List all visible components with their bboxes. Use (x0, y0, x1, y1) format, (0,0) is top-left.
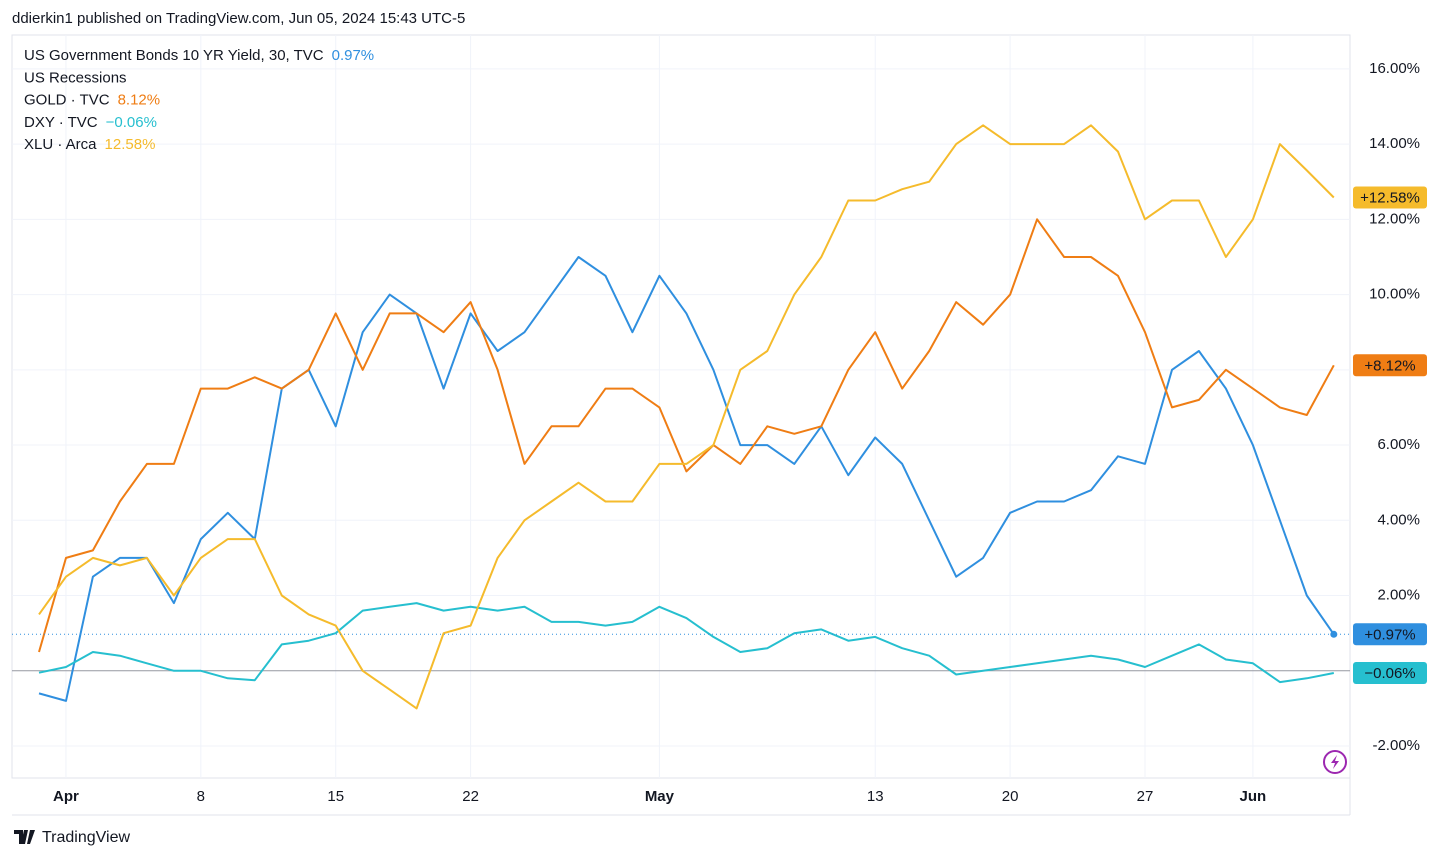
last-point (1330, 630, 1338, 638)
y-tick-label: 6.00% (1377, 436, 1420, 453)
series-line (38, 124, 1335, 710)
legend-value: 0.97% (332, 47, 375, 64)
legend: US Government Bonds 10 YR Yield, 30, TVC… (24, 47, 374, 153)
price-label: −0.06% (1364, 665, 1415, 682)
x-tick-label: Jun (1240, 788, 1267, 805)
tv-logo: TradingView (14, 829, 130, 846)
legend-name: US Government Bonds 10 YR Yield, 30, TVC (24, 47, 324, 64)
y-tick-label: -2.00% (1372, 737, 1420, 754)
x-tick-label: 27 (1137, 788, 1154, 805)
legend-entry: US Government Bonds 10 YR Yield, 30, TVC… (24, 47, 374, 64)
legend-entry: XLU · Arca 12.58% (24, 136, 155, 153)
grid (12, 35, 1350, 778)
price-label-bg (1353, 186, 1427, 209)
y-tick-label: 14.00% (1369, 135, 1420, 152)
y-tick-label: 12.00% (1369, 210, 1420, 227)
x-tick-label: 13 (867, 788, 884, 805)
legend-entry: US Recessions (24, 69, 127, 86)
legend-name: XLU · Arca (24, 136, 97, 153)
x-tick-label: 22 (462, 788, 479, 805)
series-line (38, 602, 1334, 684)
price-label-bg (1353, 623, 1427, 646)
legend-value: 8.12% (118, 92, 161, 109)
price-label: +0.97% (1364, 626, 1415, 643)
y-tick-label: 10.00% (1369, 286, 1420, 303)
price-label: +12.58% (1360, 189, 1420, 206)
y-tick-label: 2.00% (1377, 587, 1420, 604)
footer: TradingView (42, 829, 130, 846)
header: ddierkin1 published on TradingView.com, … (12, 10, 465, 27)
price-label-bg (1353, 662, 1427, 685)
legend-name: GOLD · TVC (24, 92, 110, 109)
price-label-bg (1353, 354, 1427, 377)
x-tick-label: Apr (53, 788, 79, 805)
legend-value: 12.58% (105, 136, 156, 153)
y-tick-label: 4.00% (1377, 511, 1420, 528)
legend-entry: DXY · TVC −0.06% (24, 114, 157, 131)
lightning-icon (1323, 750, 1347, 774)
x-tick-label: 20 (1002, 788, 1019, 805)
price-label: +8.12% (1364, 357, 1415, 374)
series-line (38, 256, 1335, 702)
x-tick-label: May (645, 788, 675, 805)
plot-frame (11, 34, 1351, 779)
series-line (38, 218, 1335, 653)
legend-value: −0.06% (106, 114, 157, 131)
x-tick-label: 15 (327, 788, 344, 805)
x-tick-label: 8 (197, 788, 205, 805)
legend-name: DXY · TVC (24, 114, 98, 131)
y-tick-label: 16.00% (1369, 60, 1420, 77)
legend-entry: GOLD · TVC 8.12% (24, 92, 160, 109)
